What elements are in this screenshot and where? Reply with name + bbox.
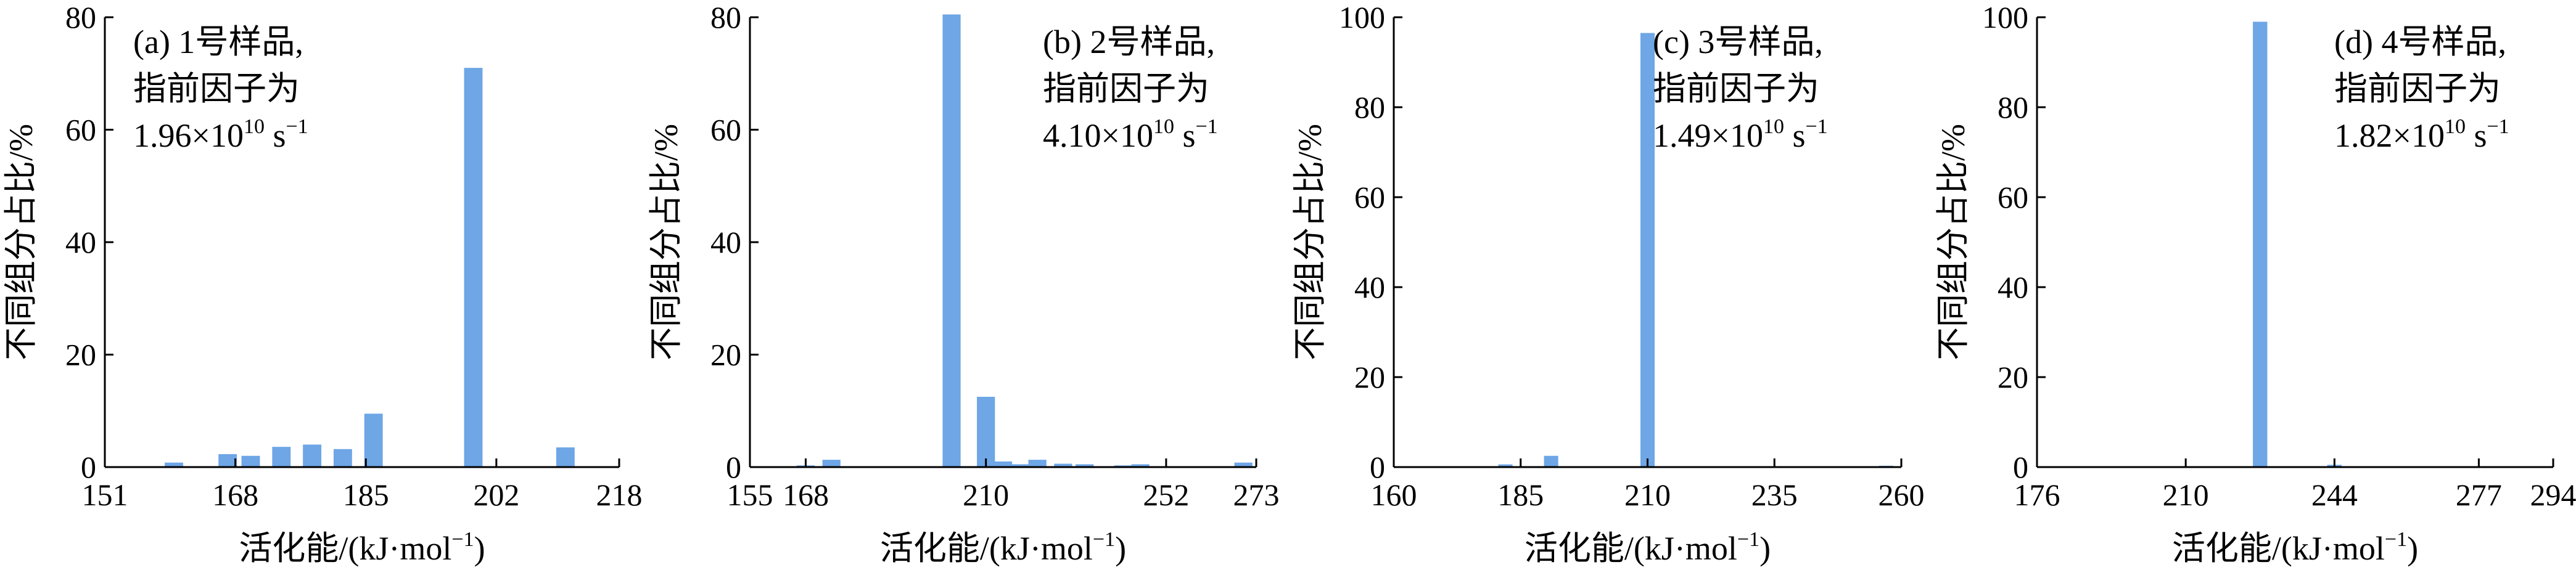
y-tick-label: 20: [1354, 360, 1385, 394]
bar-a-2: [241, 455, 260, 467]
bar-b-10: [1131, 464, 1150, 467]
x-tick-label: 210: [963, 478, 1009, 512]
x-tick-label: 185: [1497, 478, 1544, 512]
y-axis-title: 不同组分占比/%: [1935, 124, 1972, 360]
y-tick-label: 0: [2013, 450, 2028, 484]
x-tick-label: 202: [473, 478, 519, 512]
x-tick-label: 244: [2311, 478, 2358, 512]
annotation-line-3: 1.49×1010 s−1: [1653, 115, 1828, 154]
bar-b-4: [994, 461, 1013, 467]
x-tick-label: 235: [1751, 478, 1798, 512]
x-tick-label: 252: [1143, 478, 1189, 512]
y-tick-label: 80: [1354, 90, 1385, 124]
annotation-line-3: 1.96×1010 s−1: [133, 115, 308, 154]
x-tick-label: 185: [343, 478, 389, 512]
x-axis-title: 活化能/(kJ·mol−1): [1525, 528, 1771, 567]
y-tick-label: 60: [710, 113, 741, 147]
y-tick-label: 100: [1339, 0, 1385, 35]
bar-a-6: [364, 413, 383, 467]
annotation-line-1: (d) 4号样品,: [2334, 23, 2506, 60]
x-axis-title: 活化能/(kJ·mol−1): [880, 528, 1126, 567]
y-tick-label: 60: [65, 113, 96, 147]
bar-d-0: [2253, 22, 2268, 468]
y-tick-label: 60: [1998, 180, 2028, 214]
y-tick-label: 20: [1998, 360, 2028, 394]
y-tick-label: 40: [65, 225, 96, 259]
x-tick-label: 155: [727, 478, 773, 512]
bar-c-0: [1498, 464, 1513, 467]
bar-a-8: [556, 447, 575, 467]
annotation-line-2: 指前因子为: [1653, 70, 1819, 107]
annotation-line-2: 指前因子为: [1043, 70, 1209, 107]
annotation-line-2: 指前因子为: [2334, 70, 2501, 107]
bar-b-2: [942, 14, 961, 467]
x-tick-label: 294: [2530, 478, 2576, 512]
x-tick-label: 210: [1624, 478, 1671, 512]
annotation-line-1: (a) 1号样品,: [133, 23, 303, 60]
y-tick-label: 80: [1998, 90, 2028, 124]
x-axis-title: 活化能/(kJ·mol−1): [239, 528, 485, 567]
x-tick-label: 260: [1879, 478, 1925, 512]
annotation-line-3: 4.10×1010 s−1: [1043, 115, 1218, 154]
panel-a: 0 20 40 60 80 151 168 185 202 218 活化能/(kJ·mol−1) 不同…: [2, 0, 643, 567]
y-axis-title: 不同组分占比/%: [2, 124, 39, 360]
y-tick-label: 80: [710, 0, 741, 35]
y-tick-label: 0: [726, 450, 741, 484]
y-tick-label: 80: [65, 0, 96, 35]
x-tick-label: 176: [2014, 478, 2060, 512]
bar-a-7: [464, 68, 483, 467]
bar-a-5: [333, 449, 352, 467]
x-tick-label: 160: [1371, 478, 1417, 512]
y-tick-label: 40: [1998, 270, 2028, 304]
bar-b-1: [822, 460, 841, 467]
bar-a-0: [165, 462, 183, 467]
annotation-line-2: 指前因子为: [133, 70, 300, 107]
x-tick-label: 151: [82, 478, 128, 512]
bar-b-5: [1011, 464, 1029, 467]
annotation-line-1: (b) 2号样品,: [1043, 23, 1215, 60]
bar-b-6: [1028, 460, 1047, 467]
panel-d: 0 20 40 60 80 100 176 210 244 277 294 活化能/(kJ·mol−1…: [1935, 0, 2576, 567]
x-tick-label: 218: [596, 478, 643, 512]
x-tick-label: 210: [2163, 478, 2209, 512]
y-tick-label: 0: [1370, 450, 1385, 484]
x-tick-label: 168: [212, 478, 258, 512]
y-axis-title: 不同组分占比/%: [648, 124, 685, 360]
y-tick-label: 40: [1354, 270, 1385, 304]
bar-b-8: [1076, 464, 1094, 467]
y-tick-label: 0: [81, 450, 96, 484]
y-tick-label: 60: [1354, 180, 1385, 214]
y-tick-label: 20: [710, 338, 741, 372]
annotation-line-1: (c) 3号样品,: [1653, 23, 1823, 60]
bar-b-7: [1054, 463, 1072, 467]
x-tick-label: 273: [1233, 478, 1280, 512]
bar-c-1: [1544, 455, 1558, 467]
y-axis-title: 不同组分占比/%: [1291, 124, 1328, 360]
x-tick-label: 277: [2456, 478, 2502, 512]
bar-b-3: [977, 396, 995, 467]
bar-a-3: [272, 447, 291, 467]
y-tick-label: 20: [65, 338, 96, 372]
bar-b-11: [1234, 462, 1253, 467]
panel-c: 0 20 40 60 80 100 160 185 210 235 260 活化能/(kJ·mol−1…: [1291, 0, 1925, 567]
bar-c-2: [1640, 33, 1655, 468]
x-tick-label: 168: [783, 478, 829, 512]
y-tick-label: 40: [710, 225, 741, 259]
bar-a-1: [218, 454, 237, 467]
x-axis-title: 活化能/(kJ·mol−1): [2172, 528, 2418, 567]
annotation-line-3: 1.82×1010 s−1: [2334, 115, 2509, 154]
bar-a-4: [303, 444, 322, 467]
y-tick-label: 100: [1982, 0, 2028, 35]
panel-b: 0 20 40 60 80 155 168 210 252 273 活化能/(kJ·mol−1) 不同…: [648, 0, 1280, 567]
